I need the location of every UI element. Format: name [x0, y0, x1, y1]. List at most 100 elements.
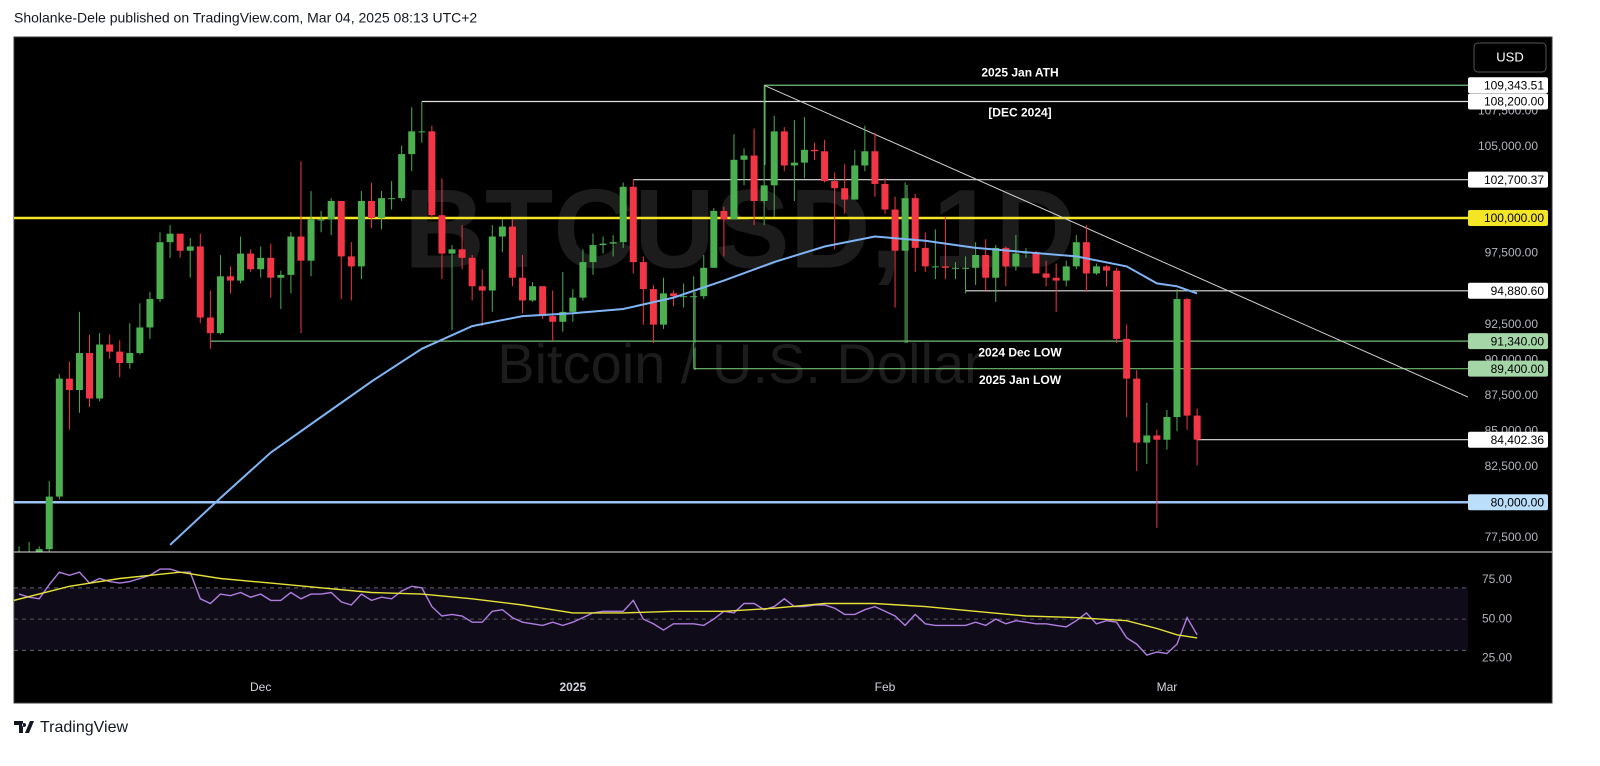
- x-tick-label: Mar: [1157, 680, 1178, 694]
- x-tick-label: 2025: [559, 680, 586, 694]
- level-label-box: [1468, 360, 1548, 377]
- candle-body: [821, 151, 829, 182]
- candle-body: [690, 296, 698, 298]
- moving-average: [169, 235, 1198, 546]
- candle-body: [1183, 299, 1191, 416]
- candle-body: [770, 131, 778, 186]
- candle-body: [992, 247, 1000, 278]
- candle-body: [790, 162, 798, 166]
- candle-body: [1133, 378, 1141, 443]
- candle-body: [710, 210, 718, 268]
- level-label-box: [1468, 210, 1548, 227]
- candle-body: [659, 293, 667, 325]
- candle-body: [156, 242, 164, 300]
- candle-body: [428, 131, 436, 216]
- candle-body: [327, 200, 335, 220]
- candle-body: [861, 151, 869, 166]
- candle-body: [226, 276, 234, 281]
- y-tick-label: 92,500.00: [1485, 317, 1539, 331]
- candle-body: [680, 296, 688, 298]
- candle-body: [831, 181, 839, 189]
- candle-body: [438, 215, 446, 254]
- candle-body: [136, 327, 144, 354]
- candle-body: [116, 351, 124, 363]
- candle-body: [96, 344, 104, 399]
- candle-body: [478, 286, 486, 291]
- candle-body: [508, 226, 516, 278]
- level-label-box: [1468, 431, 1548, 448]
- candle-body: [1002, 247, 1010, 267]
- candle-body: [891, 209, 899, 251]
- candle-body: [388, 198, 396, 200]
- candle-body: [146, 299, 154, 328]
- level-label: 109,343.51: [1484, 78, 1544, 92]
- candle-body: [518, 277, 526, 301]
- candle-body: [337, 200, 345, 257]
- candle-body: [317, 219, 325, 221]
- candle-body: [951, 267, 959, 269]
- candle-body: [619, 186, 627, 243]
- candle-body: [730, 159, 738, 220]
- candle-body: [206, 317, 214, 334]
- candle-body: [549, 316, 557, 322]
- candle-body: [196, 246, 204, 318]
- candle-body: [297, 236, 305, 261]
- candle-body: [720, 210, 728, 220]
- y-tick-label: 25.00: [1482, 650, 1512, 664]
- level-label-box: [1468, 171, 1548, 188]
- candle-body: [357, 200, 365, 267]
- level-label: 102,700.37: [1484, 173, 1544, 187]
- currency-button[interactable]: [1473, 42, 1547, 73]
- candle-body: [1163, 416, 1171, 440]
- candle-body: [1032, 252, 1040, 274]
- candle-body: [901, 198, 909, 251]
- candle-body: [166, 233, 174, 243]
- candle-body: [176, 233, 184, 251]
- candle-body: [1062, 266, 1070, 281]
- x-tick-label: Feb: [875, 680, 896, 694]
- x-tick-label: Dec: [250, 680, 271, 694]
- candle-body: [670, 293, 678, 297]
- candle-body: [800, 149, 808, 163]
- level-label: 108,200.00: [1484, 95, 1544, 109]
- level-label: 80,000.00: [1491, 495, 1545, 509]
- candle-body: [65, 378, 73, 390]
- candle-body: [257, 257, 265, 270]
- candle-body: [347, 256, 355, 267]
- candle-body: [458, 249, 466, 258]
- candle-body: [498, 226, 506, 237]
- candle-body: [287, 236, 295, 275]
- currency-label[interactable]: USD: [1496, 49, 1523, 64]
- candle-body: [35, 549, 43, 552]
- candle-body: [55, 378, 63, 497]
- publish-info: Sholanke-Dele published on TradingView.c…: [14, 10, 477, 26]
- level-label-box: [1468, 333, 1548, 350]
- candle-body: [911, 198, 919, 248]
- candle-body: [1193, 415, 1201, 440]
- level-label: 84,402.36: [1491, 433, 1545, 447]
- candle-body: [126, 353, 134, 363]
- brand: TradingView: [40, 719, 128, 736]
- candle-body: [86, 353, 94, 399]
- watermark-subtitle: Bitcoin / U.S. Dollar: [497, 332, 983, 395]
- candle-body: [760, 185, 768, 201]
- y-tick-label: 50.00: [1482, 611, 1512, 625]
- candle-body: [367, 200, 375, 219]
- y-tick-label: 97,500.00: [1485, 246, 1539, 260]
- level-label: 89,400.00: [1491, 362, 1545, 376]
- y-tick-label: 105,000.00: [1478, 139, 1538, 153]
- candle-body: [881, 183, 889, 210]
- level-note: [DEC 2024]: [988, 106, 1051, 120]
- y-tick-label: 87,500.00: [1485, 388, 1539, 402]
- candle-body: [277, 274, 285, 278]
- trendline: [763, 84, 1468, 398]
- candle-body: [579, 262, 587, 298]
- tradingview-logo: [14, 721, 34, 733]
- candle-body: [1103, 266, 1111, 271]
- candle-body: [589, 245, 597, 263]
- candle-body: [1173, 299, 1181, 417]
- y-tick-label: 77,500.00: [1485, 530, 1539, 544]
